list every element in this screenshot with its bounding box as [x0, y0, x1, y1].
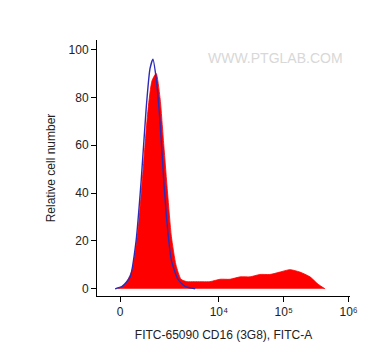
svg-text:40: 40	[75, 186, 89, 200]
svg-text:100: 100	[69, 43, 89, 57]
svg-text:0: 0	[82, 282, 89, 296]
svg-text:FITC-65090 CD16 (3G8), FITC-A: FITC-65090 CD16 (3G8), FITC-A	[135, 328, 312, 342]
svg-text:20: 20	[75, 234, 89, 248]
svg-text:10⁴: 10⁴	[210, 305, 229, 319]
svg-text:10⁶: 10⁶	[339, 305, 357, 319]
svg-text:Relative cell number: Relative cell number	[44, 114, 58, 223]
svg-text:WWW.PTGLAB.COM: WWW.PTGLAB.COM	[208, 50, 343, 66]
svg-text:0: 0	[117, 305, 124, 319]
svg-text:80: 80	[75, 91, 89, 105]
svg-text:10⁵: 10⁵	[275, 305, 293, 319]
svg-text:60: 60	[75, 138, 89, 152]
